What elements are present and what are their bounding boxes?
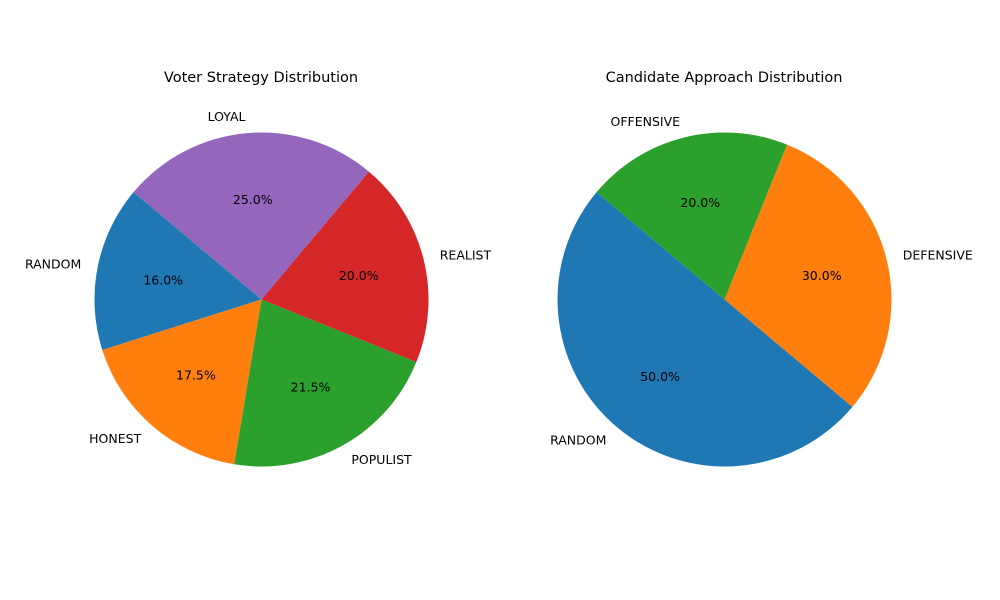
candidate-approach-slice-offensive xyxy=(596,132,788,300)
voter-strategy-percent-realist: 20.0% xyxy=(339,268,379,283)
voter-strategy-percent-random: 16.0% xyxy=(143,273,183,288)
voter-strategy-slice-honest xyxy=(102,299,262,465)
candidate-approach-label-random: RANDOM xyxy=(550,433,606,448)
candidate-approach-label-offensive: OFFENSIVE xyxy=(611,114,681,129)
candidate-approach-slice-random xyxy=(557,192,853,467)
candidate-approach-percent-offensive: 20.0% xyxy=(680,195,720,210)
voter-strategy-slice-random xyxy=(94,192,262,350)
voter-strategy-label-populist: POPULIST xyxy=(351,452,412,467)
voter-strategy-label-realist: REALIST xyxy=(440,248,492,263)
candidate-approach-slice-defensive xyxy=(724,144,892,407)
candidate-approach-percent-defensive: 30.0% xyxy=(802,268,842,283)
candidate-approach-labels: RANDOM 50.0% DEFENSIVE 30.0% OFFENSIVE 20.0% xyxy=(550,114,973,448)
voter-strategy-label-loyal: LOYAL xyxy=(208,109,246,124)
candidate-approach-slices xyxy=(557,132,892,467)
candidate-approach-title: Candidate Approach Distribution xyxy=(606,70,843,86)
voter-strategy-slice-populist xyxy=(234,299,417,467)
voter-strategy-label-random: RANDOM xyxy=(25,256,81,271)
voter-strategy-title: Voter Strategy Distribution xyxy=(164,70,358,86)
candidate-approach-percent-random: 50.0% xyxy=(640,369,680,384)
voter-strategy-labels: RANDOM 16.0% HONEST 17.5% POPULIST 21.5% REALI… xyxy=(25,109,492,467)
voter-strategy-slices xyxy=(94,132,429,467)
voter-strategy-percent-honest: 17.5% xyxy=(176,368,216,383)
voter-strategy-percent-loyal: 25.0% xyxy=(233,192,273,207)
voter-strategy-slice-realist xyxy=(261,171,429,363)
voter-strategy-label-honest: HONEST xyxy=(89,431,141,446)
voter-strategy-slice-loyal xyxy=(133,132,369,300)
candidate-approach-pie-chart: Candidate Approach Distribution RANDOM 50… xyxy=(550,70,973,467)
candidate-approach-label-defensive: DEFENSIVE xyxy=(903,248,973,263)
voter-strategy-pie-chart: Voter Strategy Distribution RANDOM 16.0% H… xyxy=(25,70,492,467)
voter-strategy-percent-populist: 21.5% xyxy=(291,379,331,394)
